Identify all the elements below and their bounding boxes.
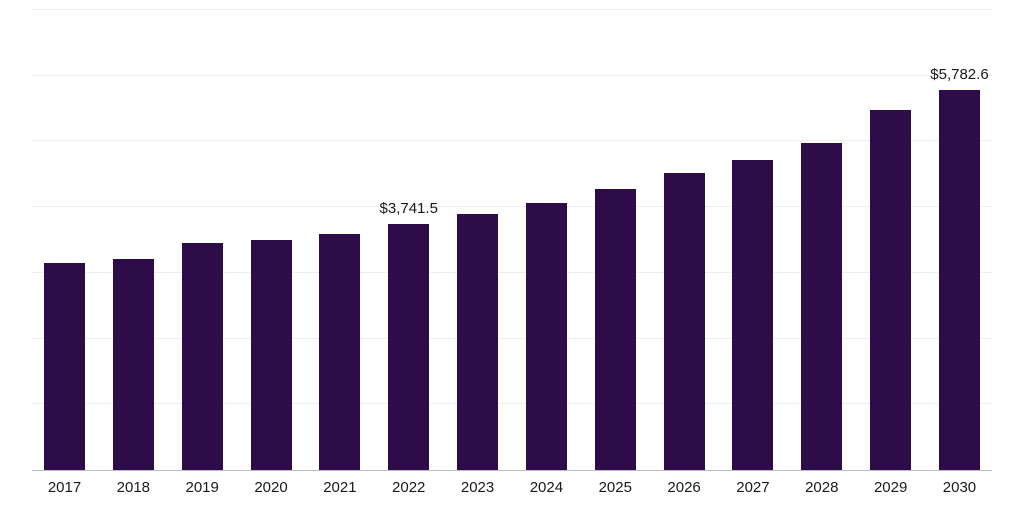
- bar-2022: [388, 224, 430, 470]
- x-axis-label: 2025: [598, 479, 632, 496]
- bar-2029: [870, 109, 912, 470]
- x-axis-line: [32, 470, 992, 471]
- bar-2019: [181, 242, 223, 470]
- bar-2018: [112, 259, 154, 470]
- bar-2028: [801, 142, 843, 470]
- bar-2023: [457, 214, 499, 470]
- bar-column: 2019: [181, 10, 223, 496]
- bar-column: $5,782.6 2030: [930, 10, 988, 496]
- bar-2027: [732, 159, 774, 470]
- bars: 2017 2018 2019 2020 2021 $3,741.5 2022 2023 2024…: [32, 10, 992, 496]
- bar-column: 2018: [112, 10, 154, 496]
- bar-value-label: $5,782.6: [930, 66, 989, 84]
- gridline: [32, 206, 992, 208]
- x-axis-label: 2018: [116, 479, 151, 496]
- bar-2017: [44, 263, 85, 470]
- gridline: [32, 140, 992, 142]
- x-axis-label: 2017: [47, 479, 82, 496]
- x-axis-label: 2026: [667, 479, 701, 496]
- bar-2020: [250, 239, 292, 470]
- x-axis-label: 2024: [529, 479, 564, 496]
- x-axis-label: 2019: [185, 479, 219, 496]
- bar-column: 2023: [457, 10, 499, 496]
- bar-2021: [319, 233, 361, 470]
- plot-area: 2017 2018 2019 2020 2021 $3,741.5 2022 2023 2024…: [32, 9, 992, 496]
- x-axis-label: 2030: [942, 479, 977, 496]
- gridline: [32, 271, 992, 273]
- x-axis-label: 2023: [460, 479, 495, 496]
- bar-column: 2020: [250, 10, 292, 496]
- bar-column: 2024: [525, 10, 567, 496]
- bar-column: 2017: [44, 10, 85, 496]
- x-axis-label: 2029: [873, 479, 908, 496]
- gridline: [32, 403, 992, 405]
- bar-column: 2028: [801, 10, 843, 496]
- bar-column: 2029: [870, 10, 912, 496]
- bar-2030: [938, 90, 980, 470]
- bar-column: 2021: [319, 10, 361, 496]
- bar-value-label: $3,741.5: [379, 200, 438, 218]
- x-axis-label: 2020: [254, 479, 288, 496]
- bar-2024: [525, 203, 567, 470]
- x-axis-label: 2021: [323, 479, 357, 496]
- x-axis-label: 2028: [805, 479, 839, 496]
- bar-2026: [663, 172, 705, 470]
- bar-column: $3,741.5 2022: [380, 10, 438, 496]
- gridline: [32, 74, 992, 76]
- bar-column: 2027: [732, 10, 774, 496]
- bar-column: 2026: [663, 10, 705, 496]
- gridline: [32, 9, 992, 10]
- x-axis-label: 2022: [392, 479, 426, 496]
- gridline: [32, 337, 992, 339]
- x-axis-label: 2027: [736, 479, 770, 496]
- bar-column: 2025: [594, 10, 636, 496]
- bar-2025: [594, 188, 636, 470]
